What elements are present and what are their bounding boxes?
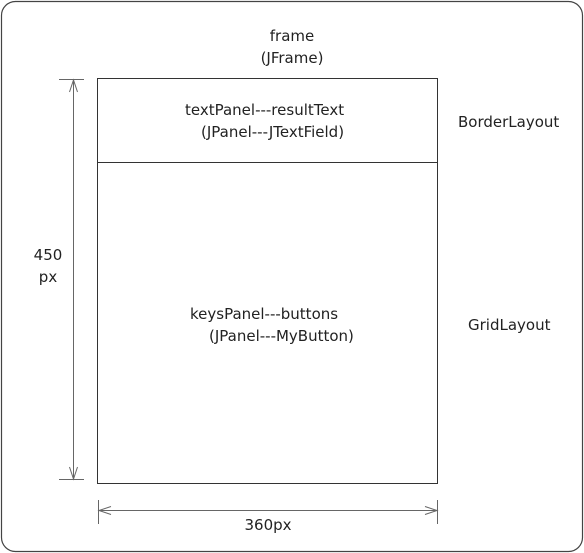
keys-panel-sublabel: (JPanel---MyButton) <box>209 327 354 345</box>
height-value-label: 450 <box>33 246 63 264</box>
text-panel-label: textPanel---resultText <box>185 101 345 119</box>
width-arrow-left-icon <box>97 506 112 515</box>
text-panel-sublabel: (JPanel---JTextField) <box>201 123 345 141</box>
height-dimension <box>59 78 84 481</box>
height-arrow-up-icon <box>69 78 78 93</box>
keys-panel-label: keysPanel---buttons <box>190 305 339 323</box>
panel-box <box>97 78 438 484</box>
grid-layout-label: GridLayout <box>468 316 551 334</box>
frame-subtitle: (JFrame) <box>260 49 324 67</box>
width-dimension <box>97 500 439 524</box>
height-unit-label: px <box>38 268 58 286</box>
width-label: 360px <box>244 516 292 534</box>
width-arrow-right-icon <box>424 506 439 515</box>
height-arrow-down-icon <box>69 466 78 481</box>
border-layout-label: BorderLayout <box>458 113 560 131</box>
frame-title: frame <box>269 27 315 45</box>
